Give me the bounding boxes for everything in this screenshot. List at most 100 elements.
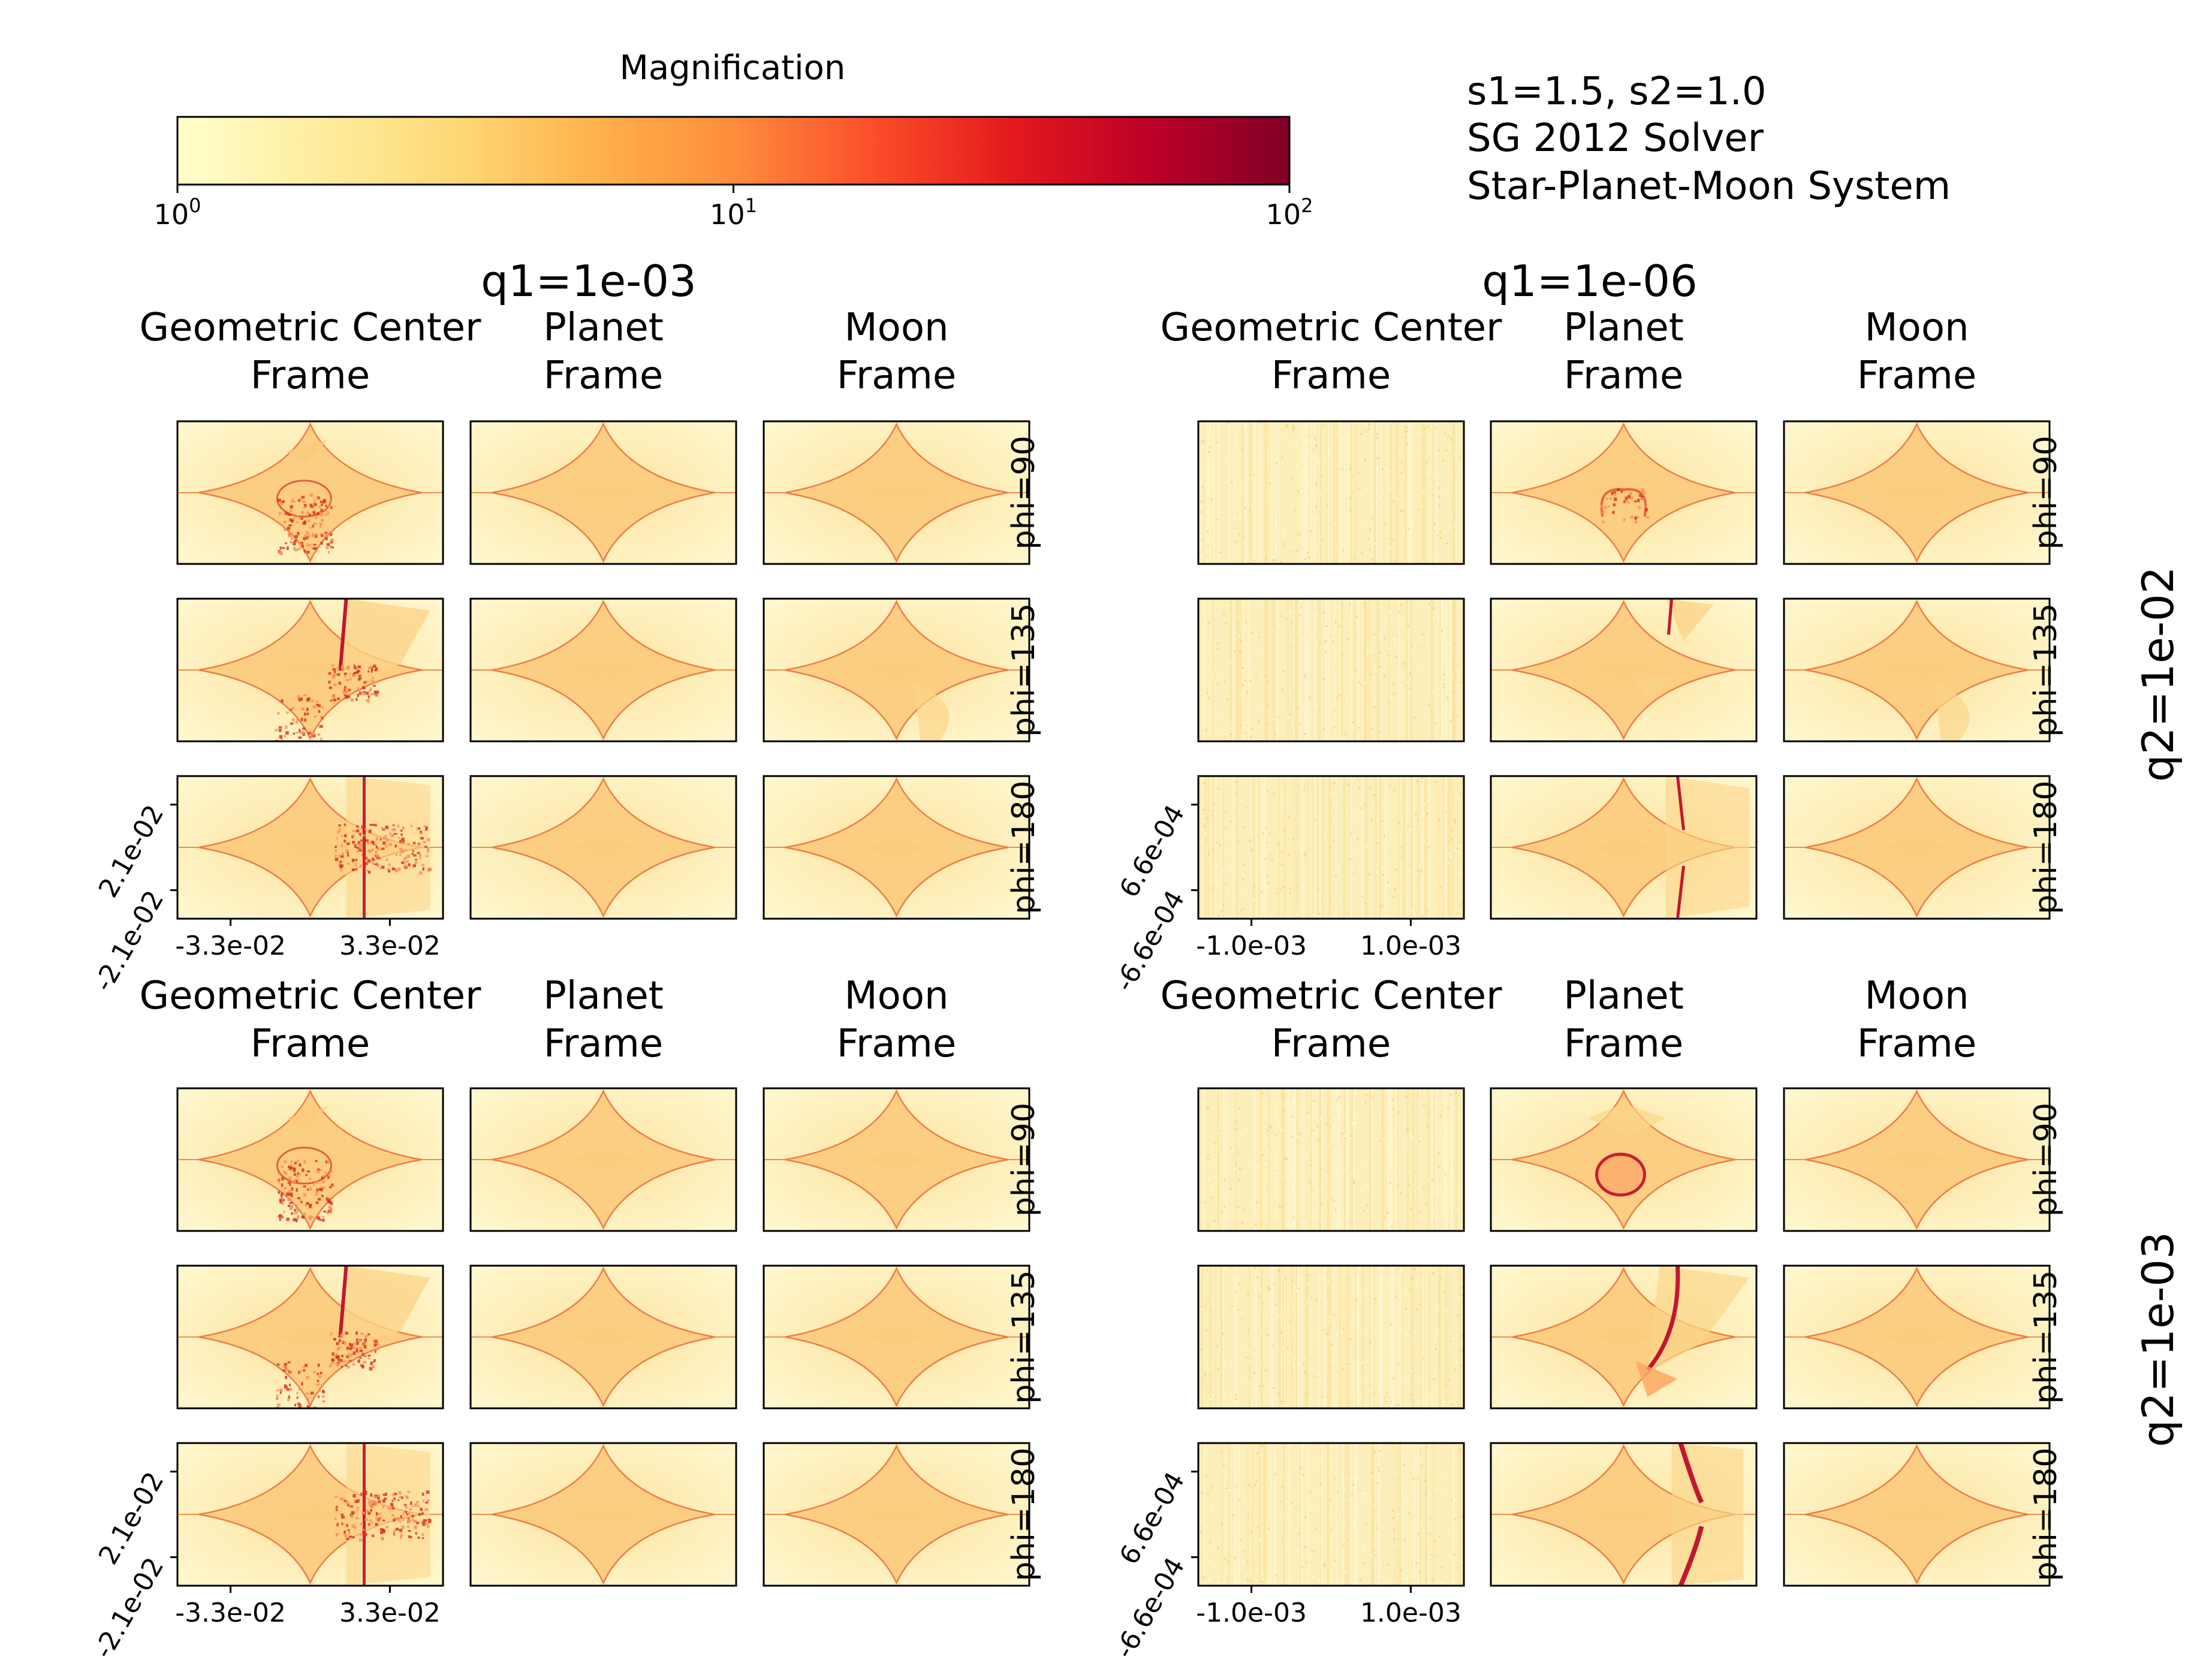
caustic-fill [1512,601,1735,739]
panel-frame [1783,1264,2051,1410]
x-tick-label: 1.0e-03 [1360,1598,1461,1628]
caustic-fill [492,778,715,916]
panel-frame [1490,775,1758,920]
panel-geometric-center-frame [176,597,444,743]
perturbation-feature [1934,682,1970,741]
panel-frame [469,1442,737,1587]
y-tick-label: 6.6e-04 [1114,800,1191,903]
noise-texture [1198,776,1464,919]
noise-texture [1198,1443,1464,1586]
row-title-q2-1e-03: q2=1e-03 [2133,1232,2183,1447]
noise-background [1198,1088,1464,1231]
frame-header-planet-line2: Frame [1564,1022,1683,1066]
panel-frame [763,597,1030,743]
caustic-fill [1512,1445,1735,1583]
frame-header-geometric-center: Geometric Center [1161,974,1503,1018]
colorbar-tick-exponent: 2 [1301,194,1313,217]
phi-label: phi=135 [2028,603,2064,737]
info-line-3: Star-Planet-Moon System [1467,164,1951,209]
panel-frame [469,1087,737,1232]
phi-label: phi=180 [2028,780,2064,914]
panel-geometric-center-frame [1197,1442,1465,1587]
panel-frame [763,775,1030,920]
caustic-fill [1805,778,2029,916]
perturbation-feature [276,439,334,556]
phi-label: phi=90 [1006,1103,1042,1217]
noise-background [1198,1266,1464,1408]
panel-moon-frame [763,1442,1030,1587]
panel-frame [1197,1442,1465,1587]
caustic-fill [492,1091,715,1229]
phi-label: phi=90 [2028,1103,2064,1217]
info-line-1: s1=1.5, s2=1.0 [1467,70,1767,114]
phi-label: phi=180 [1006,1447,1042,1581]
frame-header-geometric-center-line2: Frame [251,1022,370,1066]
panel-planet-frame [1490,1087,1758,1232]
panel-frame [176,1264,444,1410]
panel-frame [1783,1087,2051,1232]
perturbation-feature [334,1443,432,1586]
panel-moon-frame [1783,597,2051,743]
caustic-fill [1805,1445,2029,1583]
panel-planet-frame [469,1264,737,1410]
caustic-fill [1512,424,1735,562]
phi-label: phi=90 [1006,436,1042,550]
panel-planet-frame [1490,597,1758,743]
caustic-fill [785,1445,1008,1583]
caustic-fill [492,1268,715,1406]
panel-frame [176,1442,444,1587]
perturbation-feature [276,1106,334,1223]
panel-geometric-center-frame [176,420,444,565]
colorbar-tick-base: 10 [1266,198,1301,231]
panel-frame [1783,775,2051,920]
panel-moon-frame [1783,1442,2051,1587]
caustic-fill [1805,424,2029,562]
panel-frame [176,1087,444,1232]
phi-label: phi=135 [2028,1270,2064,1404]
caustic-fill [1805,601,2029,739]
caustic-fill [1805,1268,2029,1406]
caustic-fill [198,1445,422,1583]
panel-planet-frame [469,420,737,565]
panel-frame [763,1264,1030,1410]
panel-moon-frame [1783,420,2051,565]
caustic-fill [1805,1091,2029,1229]
perturbation-feature [1671,1443,1744,1586]
phi-label: phi=180 [1006,780,1042,914]
panel-frame [1490,420,1758,565]
panel-geometric-center-frame [176,1442,444,1587]
perturbation-feature [275,599,430,741]
colorbar-tick-exponent: 0 [189,194,201,217]
caustic-fill [198,601,422,739]
perturbation-feature [276,1266,430,1408]
panel-frame [469,775,737,920]
frame-header-moon-line2: Frame [837,354,956,398]
panel-planet-frame [1490,775,1758,920]
panel-planet-frame [469,775,737,920]
caustic-fill [492,601,715,739]
panel-frame [1490,597,1758,743]
perturbation-feature [1665,776,1750,919]
panel-moon-frame [763,775,1030,920]
x-tick-label: -1.0e-03 [1196,1598,1307,1628]
noise-texture [1198,1088,1463,1231]
frame-header-planet-line2: Frame [544,1022,663,1066]
y-tick-label: 2.1e-02 [93,1467,170,1570]
frame-header-geometric-center: Geometric Center [140,306,482,350]
frame-header-planet-line2: Frame [544,354,663,398]
column-title-q1-1e-06: q1=1e-06 [1482,256,1698,306]
panel-moon-frame [763,1087,1030,1232]
colorbar-tick-label: 100 [154,194,201,231]
panel-frame [176,420,444,565]
panel-frame [469,420,737,565]
panel-moon-frame [1783,1087,2051,1232]
frame-header-planet: Planet [1563,974,1684,1018]
colorbar-tick-base: 10 [154,198,189,231]
phi-label: phi=90 [2028,436,2064,550]
info-line-2: SG 2012 Solver [1467,116,1764,161]
caustic-fill [198,1091,422,1229]
frame-header-moon-line2: Frame [1857,354,1976,398]
panel-moon-frame [763,597,1030,743]
panel-frame [1783,597,2051,743]
caustic-fill [785,1091,1008,1229]
